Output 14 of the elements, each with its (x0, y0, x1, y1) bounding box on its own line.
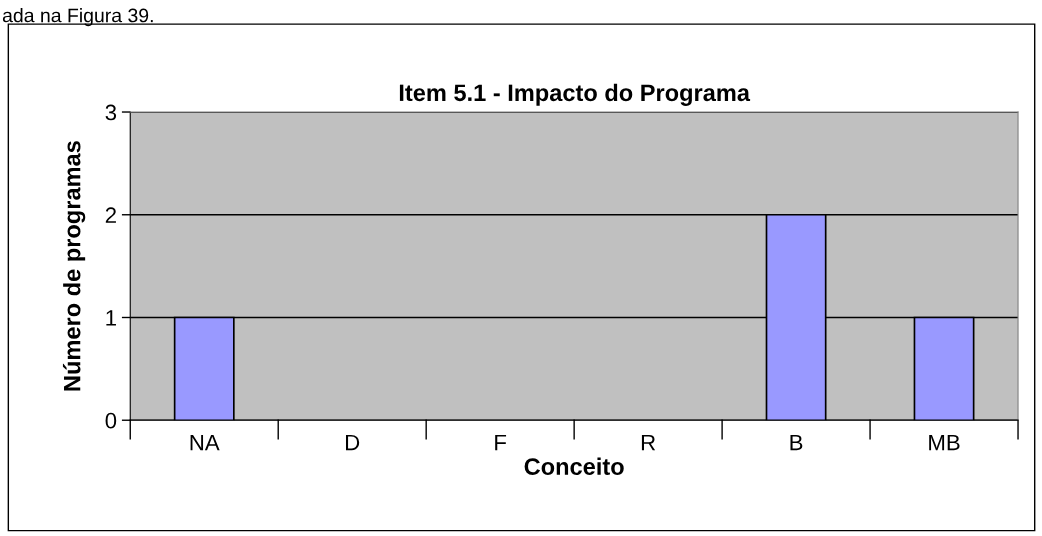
x-tick-label: NA (190, 434, 220, 451)
x-tick-label: B (790, 434, 803, 451)
x-tick-label: MB (929, 434, 960, 451)
x-axis-title: Conceito (524, 457, 624, 475)
x-tick-label: R (641, 434, 656, 451)
y-tick-label: 3 (105, 104, 117, 121)
y-tick-label: 0 (105, 412, 117, 429)
text: ada na Figura 39. (2, 8, 153, 27)
y-axis-title: Número de programas (62, 141, 86, 391)
chart-title: Item 5.1 - Impacto do Programa (399, 83, 751, 106)
x-tick-label: F (495, 434, 507, 451)
y-tick-label: 1 (106, 310, 116, 326)
x-tick-label: D (345, 434, 360, 451)
y-tick-label: 2 (105, 207, 116, 223)
